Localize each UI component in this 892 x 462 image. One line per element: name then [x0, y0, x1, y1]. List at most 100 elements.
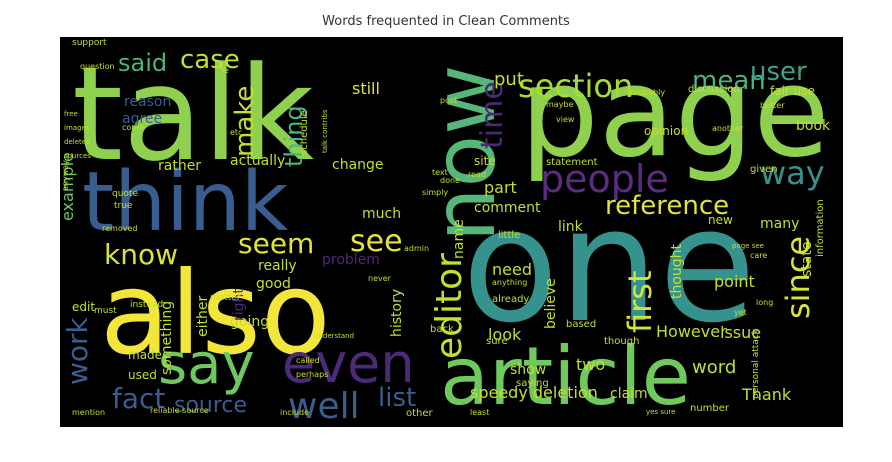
- word-admin: admin: [404, 244, 430, 253]
- word-part: part: [484, 178, 517, 197]
- word-new: new: [708, 213, 733, 227]
- word-site: site: [474, 154, 496, 168]
- word-probably: probably: [630, 88, 666, 97]
- word-two: two: [576, 355, 606, 374]
- word-question: question: [80, 62, 115, 71]
- word-think: think: [82, 155, 289, 250]
- word-people: people: [540, 157, 669, 201]
- word-issue: issue: [720, 323, 762, 342]
- word-really: really: [258, 258, 297, 274]
- word-way: way: [760, 154, 825, 192]
- word-care: care: [750, 251, 768, 260]
- word-based: based: [566, 319, 597, 330]
- word-view: view: [556, 115, 575, 124]
- word-already: already: [492, 294, 530, 305]
- word-said: said: [118, 49, 168, 77]
- word-schedule: schedule: [299, 110, 310, 155]
- word-support: support: [72, 38, 107, 48]
- word-sources: sources: [64, 152, 91, 160]
- word-state: state: [799, 241, 815, 277]
- word-agree: agree: [122, 111, 163, 127]
- word-text: text: [432, 168, 448, 177]
- word-ye: Ye: [220, 66, 229, 75]
- word-article: article: [440, 330, 691, 423]
- word-history: history: [389, 288, 405, 337]
- word-even: even: [282, 332, 415, 395]
- word-post: post: [440, 96, 458, 105]
- word-change: change: [332, 157, 384, 173]
- word-fair-use: fair use: [770, 84, 815, 98]
- word-problem: problem: [322, 252, 380, 268]
- word-actually: actually: [230, 153, 286, 169]
- word-rather: rather: [158, 158, 202, 174]
- word-still: still: [352, 79, 380, 98]
- word-read: read: [468, 170, 487, 179]
- word-talk: talk: [72, 38, 315, 190]
- word-user: user: [750, 57, 807, 87]
- word-anything: anything: [492, 278, 528, 287]
- word-understand: understand: [314, 332, 355, 340]
- word-work: work: [61, 317, 94, 385]
- word-never: never: [368, 274, 391, 283]
- word-many: many: [760, 216, 800, 232]
- word-free: free: [64, 110, 78, 118]
- word-discussion: discussion: [688, 84, 740, 95]
- word-deleted: deleted: [64, 138, 91, 146]
- word-talk-contribs: talk contribs: [321, 109, 329, 153]
- word-images: images: [64, 124, 90, 132]
- word-page-see: page see: [732, 242, 764, 250]
- word-reason: reason: [124, 94, 172, 110]
- word-well: well: [288, 386, 360, 427]
- word-though: though: [604, 336, 640, 347]
- word-yet: yet: [734, 308, 747, 317]
- word-anyway: anyway: [61, 160, 70, 191]
- word-made: made: [128, 348, 163, 362]
- word-see: see: [350, 224, 403, 259]
- word-believe: believe: [543, 278, 559, 329]
- word-better: better: [760, 101, 785, 110]
- word-edit: edit: [72, 300, 96, 314]
- word-other: other: [406, 408, 433, 419]
- word-claim: claim: [610, 386, 648, 402]
- word-back: back: [430, 324, 454, 335]
- word-name: name: [451, 219, 467, 259]
- word-good: good: [256, 276, 291, 292]
- word-matter: matter: [210, 293, 241, 303]
- chart-title: Words frequented in Clean Comments: [322, 14, 570, 29]
- word-statement: statement: [546, 157, 598, 168]
- word-etc: etc: [230, 128, 243, 137]
- word-time: time: [475, 81, 510, 149]
- word-link: link: [558, 219, 583, 235]
- word-case: case: [180, 45, 240, 75]
- word-page: page: [520, 41, 830, 185]
- word-perhaps: perhaps: [296, 370, 329, 379]
- word-comment: comment: [474, 200, 541, 216]
- word-maybe: maybe: [546, 100, 574, 109]
- word-done: done: [440, 176, 460, 185]
- word-editor: editor: [429, 253, 470, 359]
- word-seem: seem: [238, 227, 315, 260]
- word-thought: thought: [669, 243, 685, 299]
- word-say: say: [158, 332, 255, 397]
- word-Thank: Thank: [742, 385, 792, 404]
- word-least: least: [470, 408, 490, 417]
- word-saying: saying: [516, 378, 549, 389]
- word-reliable-source: reliable source: [150, 406, 209, 415]
- word-mean: mean: [692, 66, 766, 96]
- word-personal-attack: personal attack: [751, 329, 761, 399]
- word-show: show: [510, 362, 547, 378]
- word-either: either: [195, 295, 211, 337]
- word-long: long: [756, 298, 774, 307]
- word-fact: fact: [112, 382, 166, 415]
- word-make: make: [230, 85, 260, 157]
- word-word: word: [692, 357, 737, 378]
- word-section: section: [518, 67, 634, 105]
- word-true: true: [114, 201, 133, 211]
- word-much: much: [362, 206, 402, 222]
- word-put: put: [494, 69, 524, 90]
- word-sure: sure: [486, 336, 508, 347]
- word-called: called: [296, 356, 320, 365]
- word-list: list: [378, 383, 417, 413]
- word-cloud: talk page one also article think now eve…: [60, 37, 843, 427]
- word-speedy-deletion: speedy deletion: [470, 383, 598, 402]
